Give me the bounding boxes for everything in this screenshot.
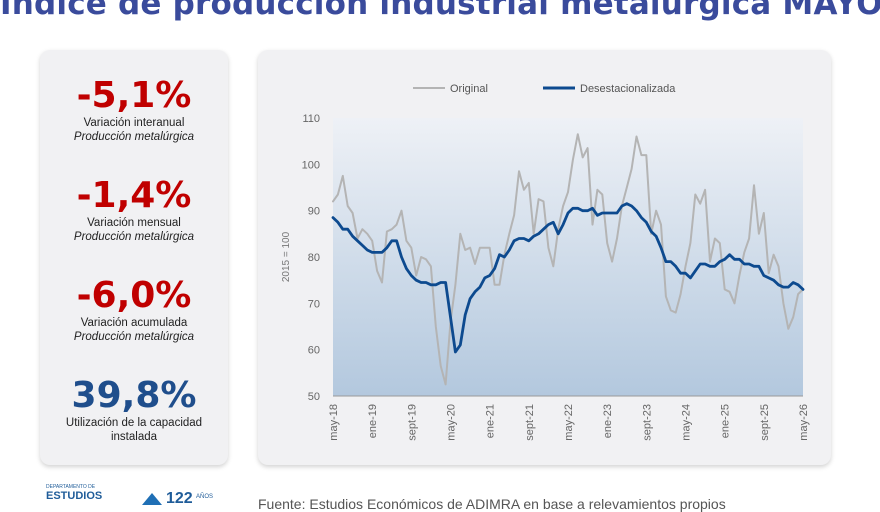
kpi-capacidad: 39,8% Utilización de la capacidad instal… [40,376,228,444]
kpi-label: Variación acumulada [80,317,188,329]
kpi-interanual: -5,1% Variación interanual Producción me… [40,76,228,144]
adimra-anniversary-logo: 122 AÑOS [140,487,220,506]
anniversary-logo-mark: 122 AÑOS [142,490,213,506]
y-tick-label: 100 [302,159,320,171]
x-tick-label: sept-23 [641,404,653,441]
kpi-acumulada: -6,0% Variación acumulada Producción met… [40,276,228,344]
x-tick-label: ene-23 [602,404,614,438]
source-note: Fuente: Estudios Económicos de ADIMRA en… [258,496,726,512]
x-tick-label: may-20 [446,404,458,441]
anniversary-number: 122 [166,490,193,506]
x-tick-label: ene-21 [485,404,497,438]
kpi-label: Variación mensual [87,217,181,229]
x-tick-label: ene-19 [367,404,379,438]
kpi-value: -1,4% [76,175,192,216]
x-tick-label: may-24 [681,404,693,441]
y-tick-label: 80 [308,252,320,264]
kpi-sublabel: Producción metalúrgica [73,331,195,343]
estudios-logo: DEPARTAMENTO DE ESTUDIOS [46,484,103,502]
series-line-desestacionalizada [331,202,805,354]
kpi-mensual: -1,4% Variación mensual Producción metal… [40,176,228,244]
line-chart: 50 60 70 80 90 100 110 2015 = 100 may-18 ene-19 se… [281,83,810,441]
kpi-label: Variación interanual [83,117,185,129]
series-line-original [332,133,804,386]
y-tick-label: 50 [308,391,320,403]
y-tick-label: 110 [302,113,320,125]
y-axis-label: 2015 = 100 [281,231,292,282]
kpi-sublabel: Producción metalúrgica [73,131,195,143]
x-tick-label: may-18 [328,404,340,441]
legend-label: Desestacionalizada [580,83,676,95]
x-tick-label: may-26 [798,404,810,441]
y-tick-label: 70 [308,298,320,310]
kpi-value: -6,0% [76,275,192,316]
legend-label: Original [450,83,488,95]
x-tick-label: sept-19 [406,404,418,441]
kpi-sublabel: Producción metalúrgica [73,231,195,243]
y-tick-label: 60 [308,345,320,357]
kpi-sublabel: instalada [110,431,158,443]
x-tick-label: may-22 [563,404,575,441]
kpi-value: 39,8% [71,375,197,416]
kpi-label: Utilización de la capacidad [65,417,203,429]
y-tick-label: 90 [308,206,320,218]
kpi-value: -5,1% [76,75,192,116]
x-tick-label: sept-21 [524,404,536,441]
page-title: Índice de producción industrial metalúrg… [0,0,880,22]
kpi-panel: -5,1% Variación interanual Producción me… [40,50,228,465]
x-tick-label: sept-25 [759,404,771,441]
plot-area-gradient [333,118,803,396]
x-tick-label: ene-25 [720,404,732,438]
anniversary-word: AÑOS [196,493,213,500]
